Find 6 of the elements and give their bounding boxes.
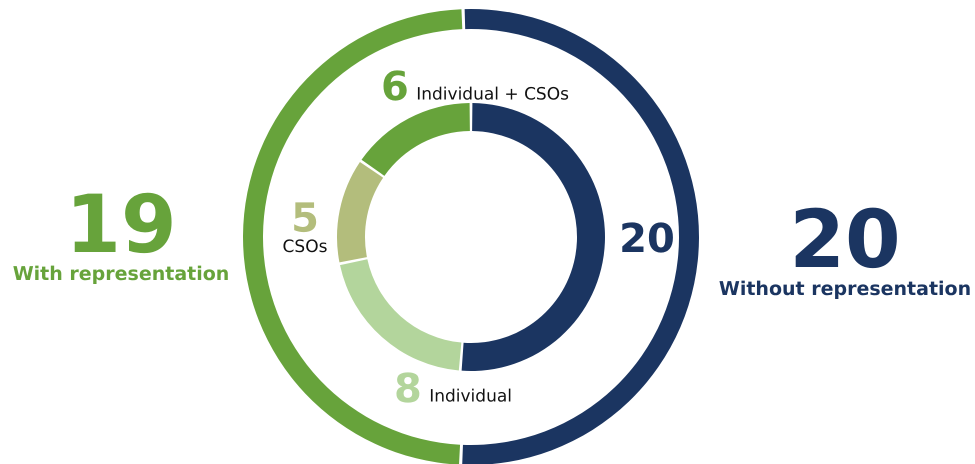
data-label: 8 [394, 366, 422, 412]
data-label: 6 [381, 64, 409, 110]
slice-label: Individual + CSOs [416, 84, 570, 104]
slice-label: Individual [429, 386, 512, 406]
data-label: 20 [619, 216, 675, 262]
slice-label: CSOs [282, 237, 328, 257]
